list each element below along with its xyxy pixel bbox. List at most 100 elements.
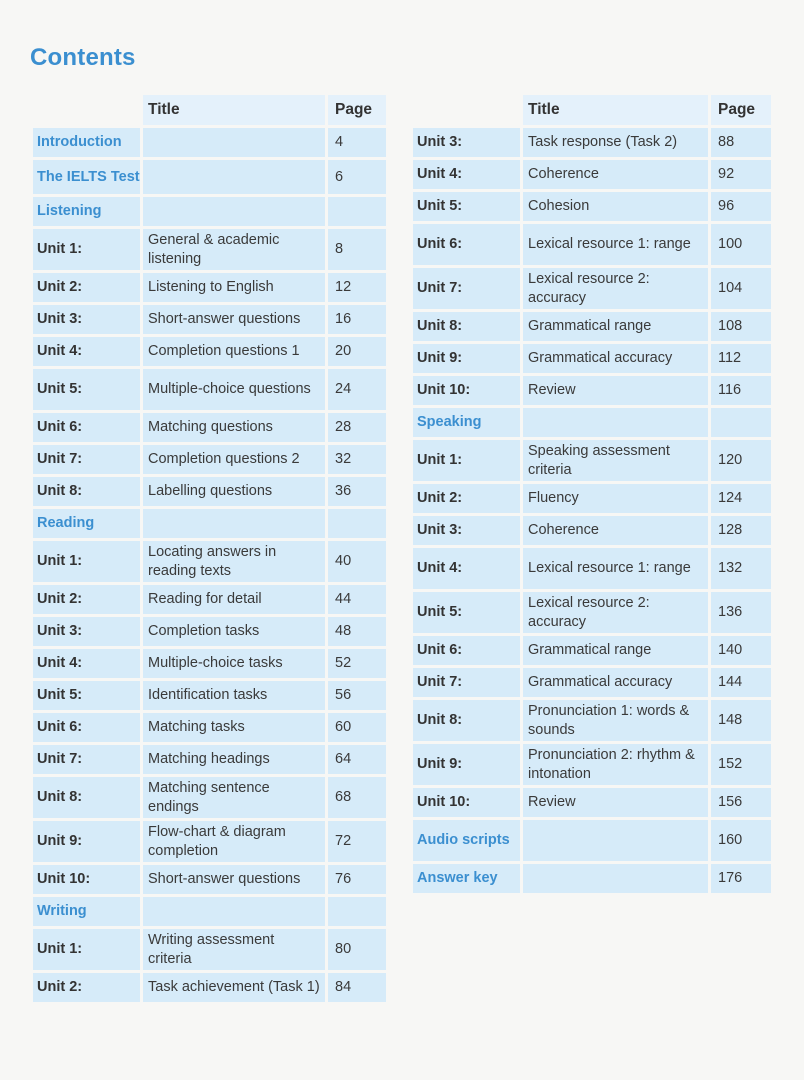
entry-title: General & academic listening [148,232,280,267]
table-row: Unit 2: Listening to English 12 [33,273,386,302]
page-number: 80 [335,941,352,958]
page-number: 152 [718,756,743,773]
table-row: Unit 3: Coherence 128 [413,516,771,545]
entry-title: Locating answers in reading texts [148,544,277,579]
table-row: Unit 1: Speaking assessment criteria 120 [413,440,771,481]
entry-title: Identification tasks [148,687,268,704]
entry-title: Lexical resource 1: range [528,560,691,577]
unit-label: Unit 3: [417,134,463,151]
unit-label: Unit 8: [417,318,463,335]
unit-label: Unit 5: [37,381,83,398]
page-number: 144 [718,674,743,691]
table-row: Unit 7: Matching headings 64 [33,745,386,774]
contents-table-left: Title Page Introduction 4 The IELTS Test 6 L… [33,95,386,1005]
entry-title: Fluency [528,490,579,507]
table-row: Unit 1: Locating answers in reading texts… [33,541,386,582]
unit-label: Unit 4: [37,655,83,672]
page-number: 92 [718,166,735,183]
entry-title: Lexical resource 2: accuracy [528,271,650,306]
page-number: 72 [335,833,352,850]
table-row: Unit 7: Completion questions 2 32 [33,445,386,474]
unit-label: Unit 1: [37,241,83,258]
section-label: Listening [37,203,102,220]
title-column-header: Title [148,101,180,119]
section-label: Reading [37,515,95,532]
table-row: Unit 3: Completion tasks 48 [33,617,386,646]
page-number: 108 [718,318,743,335]
page-title: Contents [30,44,136,71]
unit-label: Unit 9: [417,350,463,367]
unit-label: Unit 8: [37,483,83,500]
page-number: 64 [335,751,352,768]
entry-title: Lexical resource 2: accuracy [528,595,650,630]
table-row: Answer key 176 [413,864,771,893]
table-row: Unit 6: Matching tasks 60 [33,713,386,742]
entry-title: Coherence [528,522,599,539]
table-row: Unit 10: Review 156 [413,788,771,817]
entry-title: Review [528,382,576,399]
table-header: Title Page [33,95,386,125]
page-number: 128 [718,522,743,539]
unit-label: Unit 3: [417,522,463,539]
unit-label: Unit 7: [37,751,83,768]
table-row: Writing [33,897,386,926]
table-row: Unit 8: Matching sentence endings 68 [33,777,386,818]
unit-label: Unit 8: [417,712,463,729]
unit-label: Unit 10: [37,871,91,888]
section-label: Writing [37,903,87,920]
unit-label: Unit 2: [37,279,83,296]
entry-title: Short-answer questions [148,311,301,328]
table-row: Unit 3: Task response (Task 2) 88 [413,128,771,157]
page-number: 68 [335,789,352,806]
entry-title: Completion tasks [148,623,260,640]
page-number: 44 [335,591,352,608]
table-row: Unit 9: Flow-chart & diagram completion 72 [33,821,386,862]
page-number: 6 [335,168,344,185]
title-column-header: Title [528,101,560,119]
page-number: 52 [335,655,352,672]
table-row: Unit 8: Labelling questions 36 [33,477,386,506]
page-number: 36 [335,483,352,500]
table-row: Unit 9: Pronunciation 2: rhythm & intonat… [413,744,771,785]
page-number: 60 [335,719,352,736]
entry-title: Pronunciation 2: rhythm & intonation [528,747,695,782]
page-number: 124 [718,490,743,507]
unit-label: Unit 4: [417,560,463,577]
entry-title: Short-answer questions [148,871,301,888]
entry-title: Pronunciation 1: words & sounds [528,703,690,738]
table-row: Unit 1: General & academic listening 8 [33,229,386,270]
unit-label: Unit 10: [417,382,471,399]
unit-label: Unit 5: [417,604,463,621]
section-label: Speaking [417,414,482,431]
entry-title: Grammatical accuracy [528,674,673,691]
table-row: Unit 7: Grammatical accuracy 144 [413,668,771,697]
table-row: Unit 6: Lexical resource 1: range 100 [413,224,771,265]
table-row: Audio scripts 160 [413,820,771,861]
table-row: The IELTS Test 6 [33,160,386,194]
table-row: Unit 2: Task achievement (Task 1) 84 [33,973,386,1002]
page-number: 148 [718,712,743,729]
unit-label: Unit 4: [37,343,83,360]
section-label: Answer key [417,870,498,887]
table-row: Unit 6: Matching questions 28 [33,413,386,442]
page-number: 176 [718,870,743,887]
table-row: Unit 5: Lexical resource 2: accuracy 136 [413,592,771,633]
page-number: 32 [335,451,352,468]
table-row: Unit 2: Reading for detail 44 [33,585,386,614]
page-number: 116 [718,382,742,399]
table-row: Reading [33,509,386,538]
table-header: Title Page [413,95,771,125]
page-number: 132 [718,560,743,577]
entry-title: Lexical resource 1: range [528,236,691,253]
section-label: The IELTS Test [37,168,140,185]
table-row: Unit 10: Review 116 [413,376,771,405]
page-number: 84 [335,979,352,996]
table-row: Unit 3: Short-answer questions 16 [33,305,386,334]
page-column-header: Page [718,101,756,119]
unit-label: Unit 5: [37,687,83,704]
page-number: 8 [335,241,344,258]
page-number: 112 [718,350,742,367]
entry-title: Multiple-choice tasks [148,655,283,672]
unit-label: Unit 10: [417,794,471,811]
table-row: Speaking [413,408,771,437]
